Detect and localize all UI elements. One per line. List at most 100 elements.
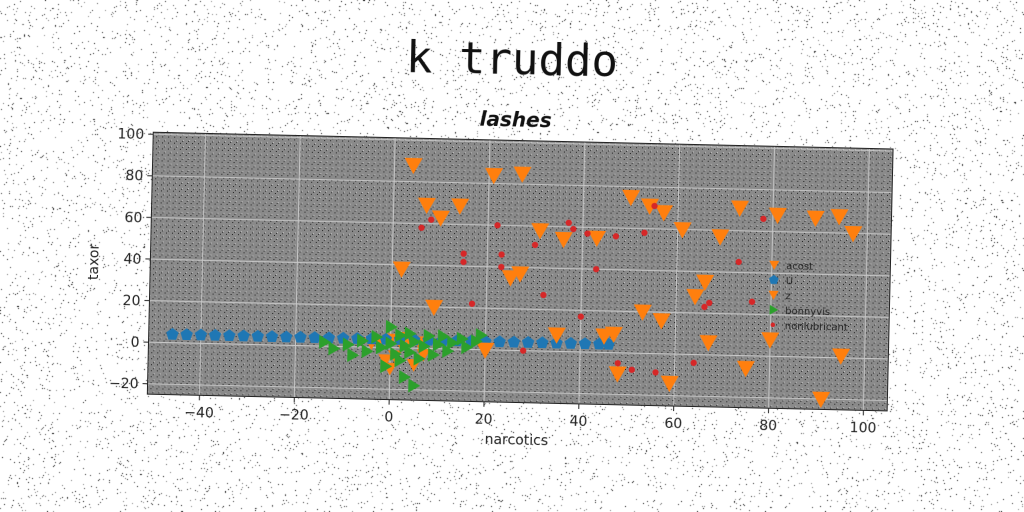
legend-label: z <box>785 291 790 302</box>
point-bonnyvis <box>399 338 412 353</box>
point-bonnyvis <box>385 336 398 351</box>
point-z <box>673 222 692 239</box>
point-U <box>208 328 222 341</box>
point-bonnyvis <box>404 345 417 360</box>
point-U <box>521 335 535 348</box>
point-bonnyvis <box>394 353 407 368</box>
point-nonlubricant <box>612 233 620 240</box>
y-tick-label: 100 <box>117 126 144 143</box>
point-bonnyvis <box>356 333 370 348</box>
legend-item-acost: acost <box>769 260 813 273</box>
point-bonnyvis <box>380 359 393 374</box>
y-tick-label: 60 <box>124 210 142 226</box>
point-bonnyvis <box>371 329 384 344</box>
point-U <box>223 329 236 342</box>
x-tick-label: −40 <box>184 405 214 422</box>
x-tick-label: 40 <box>569 414 587 430</box>
point-bonnyvis <box>389 346 402 361</box>
x-tick-label: −20 <box>279 407 309 424</box>
point-z <box>425 299 444 317</box>
point-U <box>194 328 208 341</box>
point-nonlubricant <box>706 299 713 307</box>
point-bonnyvis <box>361 344 374 359</box>
grid-line-y <box>151 216 892 235</box>
point-bonnyvis <box>442 343 455 358</box>
grid-line-y <box>148 341 889 360</box>
point-z <box>417 197 436 214</box>
point-z <box>761 332 780 349</box>
point-bonnyvis <box>395 328 408 343</box>
point-bonnyvis <box>342 337 355 352</box>
x-tick-label: 20 <box>475 412 493 428</box>
point-nonlubricant <box>735 258 742 266</box>
point-nonlubricant <box>428 216 435 223</box>
point-z <box>830 209 849 226</box>
point-bonnyvis <box>447 335 460 350</box>
y-tick-label: 80 <box>125 168 143 184</box>
x-axis-label: narcotics <box>484 432 548 449</box>
legend: acost Uz bonnyvis nonlubricant <box>768 260 848 334</box>
point-nonlubricant <box>519 347 527 354</box>
point-z <box>812 391 831 409</box>
point-U <box>294 330 307 343</box>
point-U <box>237 329 250 342</box>
y-axis-label: taxor <box>86 243 103 280</box>
point-bonnyvis <box>319 334 332 349</box>
scatter-chart: lashes −40 −20 0 20 40 60 80 100 −20 0 20 40 60 80 100… <box>86 107 894 449</box>
legend-item-z: z <box>768 290 791 302</box>
point-z <box>731 200 750 217</box>
chart-title: lashes <box>479 107 552 133</box>
legend-label: nonlubricant <box>785 321 848 333</box>
grid-line-y <box>152 175 893 194</box>
point-z <box>655 205 674 222</box>
point-z <box>686 288 705 306</box>
point-z <box>404 157 423 175</box>
point-nonlubricant <box>652 369 659 376</box>
point-nonlubricant <box>577 313 585 320</box>
point-z <box>511 266 530 283</box>
y-tick-label: 0 <box>130 335 139 351</box>
point-z <box>485 167 504 185</box>
point-bonnyvis <box>409 334 422 349</box>
x-tick-label: 80 <box>759 418 777 434</box>
point-z <box>622 189 641 207</box>
point-bonnyvis <box>398 369 411 384</box>
point-z <box>531 223 550 240</box>
point-z <box>711 229 730 246</box>
legend-marker-U <box>769 274 779 284</box>
point-nonlubricant <box>628 366 635 373</box>
legend-label: acost <box>786 261 813 273</box>
point-U <box>265 330 279 343</box>
legend-item-bonnyvis: bonnyvis <box>769 304 830 318</box>
point-U <box>536 336 549 349</box>
grid-line-y <box>153 133 894 152</box>
point-nonlubricant <box>651 202 658 210</box>
point-z <box>392 261 411 278</box>
point-nonlubricant <box>498 263 505 271</box>
point-bonnyvis <box>475 328 488 343</box>
point-z <box>640 198 659 215</box>
point-z <box>660 375 679 393</box>
y-tick-label: 20 <box>122 293 140 309</box>
point-z <box>844 225 863 243</box>
y-tick-label: 40 <box>123 251 141 267</box>
legend-marker-acost <box>769 260 780 270</box>
point-U <box>493 335 506 348</box>
y-tick-label: −20 <box>109 376 139 393</box>
legend-label: U <box>786 276 794 287</box>
point-z <box>547 327 566 344</box>
point-nonlubricant <box>468 300 476 307</box>
point-U <box>564 336 578 349</box>
x-tick-label: 0 <box>384 410 393 426</box>
point-nonlubricant <box>690 359 697 367</box>
point-z <box>696 274 715 292</box>
point-bonnyvis <box>437 329 450 344</box>
point-bonnyvis <box>385 319 398 334</box>
point-U <box>507 335 521 348</box>
point-U <box>251 329 265 342</box>
legend-marker-bonnyvis <box>769 304 779 315</box>
point-nonlubricant <box>460 250 467 257</box>
point-nonlubricant <box>748 298 756 305</box>
point-bonnyvis <box>408 378 421 393</box>
point-bonnyvis <box>418 339 431 354</box>
